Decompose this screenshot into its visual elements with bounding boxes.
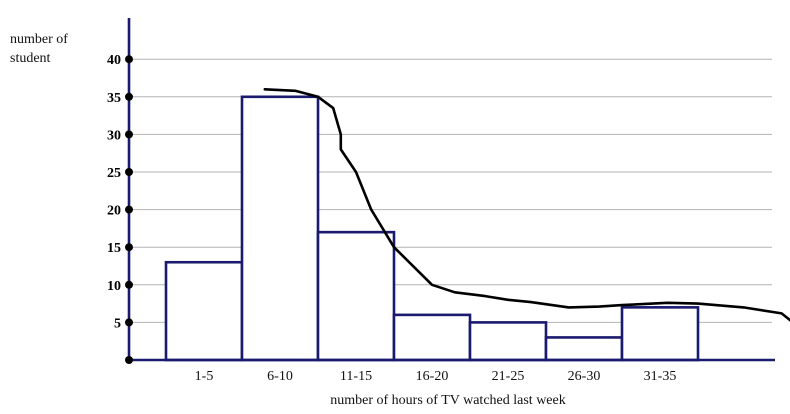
y-tick-dot-40 — [125, 55, 133, 64]
y-tick-label-20: 20 — [107, 204, 121, 219]
y-tick-dot-20 — [125, 205, 133, 214]
x-tick-label-1-5: 1-5 — [195, 369, 214, 384]
x-tick-label-16-20: 16-20 — [416, 369, 449, 384]
y-tick-dot-25 — [125, 168, 133, 176]
y-tick-dot-10 — [125, 280, 133, 289]
y-tick-dot-35 — [125, 92, 133, 101]
x-tick-label-21-25: 21-25 — [492, 369, 525, 384]
y-tick-dot-15 — [125, 243, 133, 252]
bar-6-10 — [240, 95, 320, 362]
bar-31-35 — [620, 306, 700, 362]
y-tick-label-25: 25 — [107, 166, 121, 181]
x-tick-label-31-35: 31-35 — [644, 369, 677, 384]
bar-26-30 — [544, 336, 624, 362]
origin-dot — [125, 356, 133, 364]
y-tick-dot-30 — [125, 130, 133, 139]
x-tick-label-6-10: 6-10 — [267, 369, 293, 384]
bar-16-20 — [392, 313, 472, 362]
bar-1-5 — [164, 260, 244, 362]
y-tick-label-40: 40 — [107, 53, 121, 68]
y-tick-label-35: 35 — [107, 91, 121, 106]
x-tick-label-26-30: 26-30 — [568, 369, 601, 384]
y-axis-label-line2: student — [10, 51, 51, 66]
x-tick-label-11-15: 11-15 — [340, 369, 372, 384]
y-tick-dot-5 — [125, 318, 133, 327]
x-axis-label: number of hours of TV watched last week — [330, 393, 565, 408]
y-tick-label-30: 30 — [107, 128, 121, 143]
bars — [164, 95, 700, 362]
y-tick-label-5: 5 — [114, 316, 121, 331]
y-tick-labels: 5 10 15 20 25 30 35 40 — [107, 53, 133, 331]
x-tick-labels: 1-5 6-10 11-15 16-20 21-25 26-30 31-35 — [195, 369, 677, 384]
freehand-curve — [263, 88, 790, 322]
y-tick-label-10: 10 — [107, 279, 121, 294]
bar-11-15 — [316, 230, 396, 362]
axes — [125, 18, 775, 364]
y-axis-label-line1: number of — [10, 32, 68, 47]
y-tick-label-15: 15 — [107, 241, 121, 256]
bar-21-25 — [468, 321, 548, 362]
